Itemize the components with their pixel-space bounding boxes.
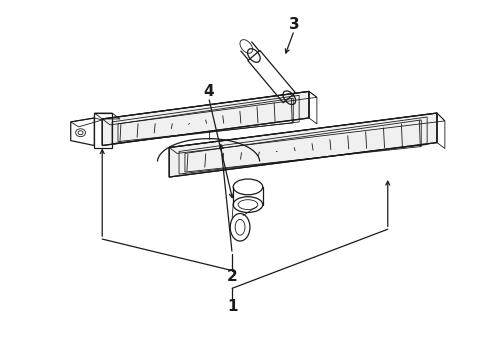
Text: 2: 2 — [227, 269, 238, 284]
Polygon shape — [169, 113, 437, 177]
Polygon shape — [102, 91, 309, 145]
Text: 4: 4 — [203, 84, 214, 99]
Text: 3: 3 — [289, 17, 299, 32]
Text: 1: 1 — [227, 298, 238, 314]
